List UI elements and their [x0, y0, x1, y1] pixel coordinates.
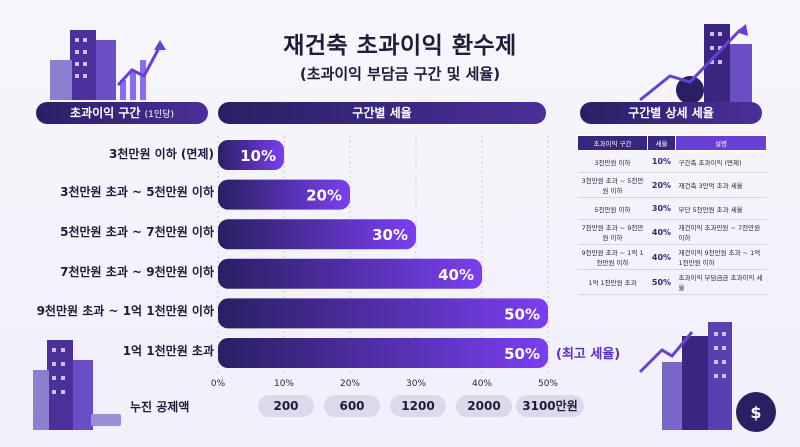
rate-bar [218, 219, 416, 250]
table-cell-range: 7천만원 초과 ~ 9천만원 이하 [577, 219, 648, 245]
table-header-row: 초과이익 구간 세율 설명 [577, 135, 767, 151]
table-col-range: 초과이익 구간 [577, 135, 648, 151]
bar-value-label: 50% [504, 305, 540, 323]
table-cell-range: 9천만원 초과 ~ 1억 1천만원 이하 [577, 244, 648, 270]
table-cell-rate: 50% [647, 269, 676, 295]
range-header-sub: (1인당) [144, 110, 174, 120]
detail-header: 구간별 상세 세율 [580, 102, 762, 124]
bar-value-label: 10% [240, 147, 276, 165]
page-subtitle: (초과이익 부담금 구간 및 세율) [299, 65, 501, 83]
x-tick-label: 30% [406, 379, 426, 389]
x-tick-label: 40% [472, 379, 492, 389]
max-rate-note: (최고 세율) [556, 347, 621, 362]
table-cell-desc: 재건축 3만억 초과 세율 [675, 172, 767, 198]
category-label: 5천만원 초과 ~ 7천만원 이하 [60, 225, 214, 239]
deduction-value: 1200 [390, 395, 446, 417]
deduction-value: 600 [324, 395, 380, 417]
rate-bar [218, 140, 284, 170]
rates-header: 구간별 세율 [218, 102, 546, 124]
table-row: 9천만원 초과 ~ 1억 1천만원 이하 40% 재건이익 9천만원 초과 ~ … [577, 244, 767, 270]
bar-value-label: 20% [306, 187, 342, 205]
table-cell-rate: 10% [647, 150, 676, 173]
rate-bar [218, 179, 350, 210]
table-cell-rate: 20% [647, 172, 676, 198]
table-cell-desc: 초과이익 부담금금 초과이익 세율 [675, 269, 767, 295]
table-cell-range: 3천만원 이하 [577, 150, 648, 173]
table-cell-rate: 40% [647, 244, 676, 270]
svg-text:$: $ [750, 403, 761, 422]
x-tick-label: 20% [340, 379, 360, 389]
x-tick-label: 10% [274, 379, 294, 389]
rate-bar [218, 338, 548, 368]
x-tick-label: 0% [211, 379, 226, 389]
table-col-desc: 설명 [675, 135, 767, 151]
bar-value-label: 40% [438, 266, 474, 284]
bar-value-label: 30% [372, 226, 408, 244]
table-cell-rate: 30% [647, 197, 676, 220]
category-label: 9천만원 초과 ~ 1억 1천만원 이하 [36, 304, 214, 318]
rate-bar [218, 258, 482, 289]
x-tick-label: 50% [538, 379, 558, 389]
city-illustration-bottom-left [33, 340, 121, 430]
table-col-rate: 세율 [647, 135, 676, 151]
range-header: 초과이익 구간 (1인당) [36, 102, 208, 124]
deduction-value: 3100만원 [516, 395, 584, 417]
table-cell-desc: 재건이익 9천만원 초과 ~ 1억 1천만원 이하 [675, 244, 767, 270]
table-row: 3천만원 이하 10% 구간축 초과이익 (면제) [577, 150, 767, 173]
city-illustration-bottom-right: $ [638, 322, 776, 432]
table-cell-desc: 구간축 초과이익 (면제) [675, 150, 767, 173]
table-cell-rate: 40% [647, 219, 676, 245]
deduction-value: 200 [258, 395, 314, 417]
detail-rate-table: 초과이익 구간 세율 설명 3천만원 이하 10% 구간축 초과이익 (면제) … [577, 135, 767, 295]
category-label: 7천만원 초과 ~ 9천만원 이하 [60, 265, 214, 279]
table-cell-range: 1억 1천만원 초과 [577, 269, 648, 295]
category-label: 3천만원 이하 (면제) [109, 147, 214, 161]
category-label: 1억 1천만원 초과 [122, 344, 214, 358]
table-cell-desc: 재건이익 초과만원 ~ 7천만원 이하 [675, 219, 767, 245]
table-cell-range: 5천만원 이하 [577, 197, 648, 220]
deduction-value: 2000 [456, 395, 512, 417]
table-cell-range: 3천만원 초과 ~ 5천만원 이하 [577, 172, 648, 198]
rate-bar [218, 298, 548, 329]
table-cell-desc: 부단 5천만원 초과 세율 [675, 197, 767, 220]
table-row: 5천만원 이하 30% 부단 5천만원 초과 세율 [577, 197, 767, 220]
city-illustration-top-left [50, 30, 166, 100]
category-label: 3천만원 초과 ~ 5천만원 이하 [60, 185, 214, 199]
bar-value-label: 50% [504, 345, 540, 363]
page-title: 재건축 초과이익 환수제 [283, 33, 517, 59]
city-illustration-top-right [639, 24, 752, 104]
table-row: 1억 1천만원 초과 50% 초과이익 부담금금 초과이익 세율 [577, 269, 767, 295]
range-header-label: 초과이익 구간 [70, 106, 141, 120]
deduction-label: 누진 공제액 [130, 400, 190, 414]
table-row: 3천만원 초과 ~ 5천만원 이하 20% 재건축 3만억 초과 세율 [577, 172, 767, 198]
table-row: 7천만원 초과 ~ 9천만원 이하 40% 재건이익 초과만원 ~ 7천만원 이… [577, 219, 767, 245]
